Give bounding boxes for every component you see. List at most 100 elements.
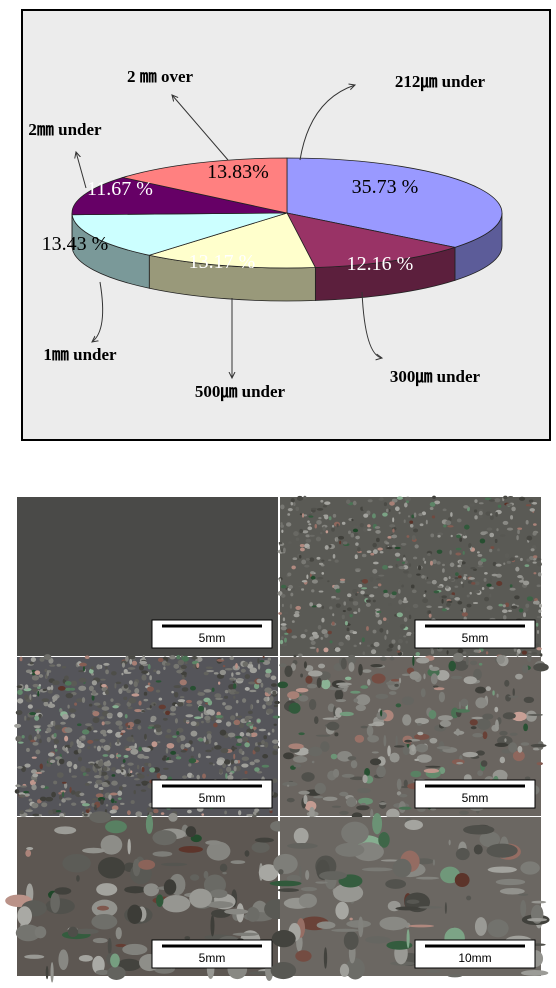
pebble [247,723,253,726]
pebble [29,712,36,716]
pebble [253,759,260,763]
pebble [392,517,395,523]
pebble [211,747,214,751]
pebble [489,586,494,590]
pebble [369,594,375,598]
pebble [127,762,134,766]
pebble [401,584,404,588]
pebble [412,556,418,560]
pebble [496,654,505,664]
pebble [70,680,78,687]
pebble [206,669,215,673]
pebble [49,759,56,763]
pebble [138,859,156,870]
pebble [437,534,441,538]
pebble [180,743,185,750]
photo: 5mm [14,654,280,819]
pebble [526,596,534,602]
pebble [525,504,532,507]
pebble [313,795,324,799]
pebble [161,895,191,913]
pebble [272,715,280,719]
pebble [403,779,408,788]
pebble [14,723,22,728]
pebble [36,729,40,734]
pebble [533,572,537,575]
pebble [423,593,426,598]
pebble [404,496,411,502]
pebble [504,738,507,742]
pebble [189,888,213,908]
pebble [92,716,100,724]
pebble [350,760,358,769]
pebble [391,534,398,539]
pebble [347,593,352,598]
pebble [259,660,265,663]
pebble [477,565,484,568]
pebble [201,720,204,724]
pebble [118,688,123,695]
pebble [80,800,87,804]
pebble [379,802,387,806]
pebble [131,660,138,666]
pebble [533,663,549,672]
category-label: 300㎛ under [390,367,481,387]
pebble [380,709,383,717]
pebble [355,694,371,706]
pebble [478,510,483,516]
pebble [439,720,452,728]
pebble [233,683,237,689]
pebble [150,715,157,722]
pebble [443,524,447,528]
pebble [366,528,372,531]
pebble [429,507,434,511]
pebble [186,703,193,707]
pebble [397,644,401,650]
pebble [436,549,443,554]
pebble [121,662,126,668]
pebble [17,698,24,704]
pebble [299,544,305,548]
pebble [270,675,277,681]
pebble [454,660,469,671]
pebble [81,803,90,807]
pebble [127,706,133,710]
pebble [117,958,141,971]
pebble [246,728,255,734]
pebble [153,809,159,814]
pebble [482,713,494,720]
pebble [338,535,345,540]
pebble [316,556,321,560]
pebble [288,584,293,590]
pebble [190,755,194,759]
pebble [309,646,316,649]
pebble [99,716,105,720]
pebble [339,578,346,582]
pebble [43,701,49,707]
pebble [370,663,383,668]
scale-label: 10mm [458,951,491,965]
pebble [320,636,324,640]
pebble [32,683,39,688]
pebble [516,535,519,541]
pebble [335,901,349,920]
pebble [417,565,422,571]
pebble [174,718,178,724]
pebble [398,677,402,684]
pebble [244,742,250,748]
pebble [185,714,194,718]
pebble [336,682,352,686]
pebble [450,512,453,517]
pebble [291,620,295,623]
pebble [80,765,86,772]
pebble [233,766,237,772]
pebble [126,727,133,730]
pebble [401,673,411,676]
pebble [271,930,296,948]
pebble [422,557,426,561]
pebble [214,693,222,699]
pebble [298,585,305,588]
pebble [489,577,492,583]
pebble [414,717,429,725]
pebble [223,695,229,699]
